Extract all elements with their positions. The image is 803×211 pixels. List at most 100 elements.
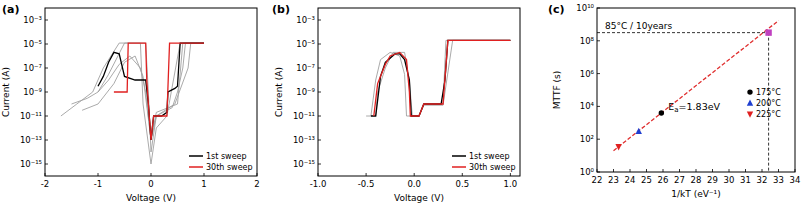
panel-label: (b) [272,3,290,16]
y-tick [597,73,600,74]
data-point [615,144,621,150]
y-tick [597,40,600,41]
y-tick-label: 10⁻⁷ [296,63,315,73]
y-tick [318,44,321,45]
y-tick-label: 10⁻¹¹ [20,111,42,121]
y-tick [597,106,600,107]
y-tick-label: 10² [580,134,594,144]
y-tick [318,164,321,165]
panel: (b)10⁻³10⁻⁵10⁻⁷10⁻⁹10⁻¹¹10⁻¹³10⁻¹⁵-1.0-0… [272,3,520,203]
x-tick [98,173,99,176]
x-tick-label: 32 [757,175,768,185]
x-tick [663,169,664,172]
legend-swatch [189,155,203,157]
x-tick-label: -2 [41,179,49,189]
y-tick [45,140,48,141]
reference-label: 85°C / 10years [605,21,673,31]
x-tick-label: 1 [201,179,206,189]
x-axis-title: 1/kT (eV⁻¹) [671,189,720,199]
y-tick [45,44,48,45]
x-tick [366,173,367,176]
x-tick [630,169,631,172]
legend-label: 30th sweep [206,163,253,172]
x-tick-label: 34 [790,175,801,185]
series-line [98,43,204,140]
panel-label: (a) [2,3,19,16]
legend-swatch [452,155,466,157]
y-tick-label: 10⁶ [580,69,595,79]
series-line [61,43,204,152]
x-tick [204,173,205,176]
fit-label: Ea=1.83eV [668,101,720,114]
x-tick [597,169,598,172]
fit-label-after: =1.83eV [679,101,721,112]
x-tick-label: 1.0 [504,179,518,189]
y-tick-label: 10⁻⁹ [296,87,315,97]
plot-area [61,43,204,164]
y-axis-title: Current (A) [1,67,11,117]
x-tick-label: -0.5 [358,179,375,189]
x-tick-label: 29 [707,175,718,185]
x-tick-label: 0.0 [407,179,421,189]
y-tick [45,116,48,117]
legend-label: 225°C [756,110,781,119]
legend-swatch [452,166,466,168]
x-tick [510,173,511,176]
series-line [376,40,511,116]
series-line [82,43,204,140]
x-tick [414,173,415,176]
x-tick [729,169,730,172]
x-tick [613,169,614,172]
x-tick-label: 22 [592,175,603,185]
x-tick-label: 0.5 [456,179,470,189]
x-tick-label: 23 [608,175,619,185]
legend-label: 1st sweep [206,152,247,161]
x-tick [45,173,46,176]
y-axis-title: Current (A) [274,67,284,117]
y-tick [318,20,321,21]
x-tick [646,169,647,172]
x-tick [745,169,746,172]
y-tick [45,164,48,165]
y-tick [45,20,48,21]
x-tick [462,173,463,176]
y-tick-label: 10⁻³ [23,15,42,25]
y-tick-label: 10⁻³ [296,15,315,25]
y-tick-label: 10⁻⁵ [23,39,42,49]
x-tick-label: 27 [674,175,685,185]
y-tick [597,8,600,9]
series-line [374,40,511,116]
plot-frame [597,8,795,172]
x-tick [795,169,796,172]
x-tick [712,169,713,172]
series-line [366,40,510,116]
x-tick-label: -1.0 [310,179,327,189]
legend: 175°C200°C225°C [747,88,781,119]
x-tick-label: -1 [94,179,102,189]
y-tick [597,172,600,173]
y-tick-label: 10⁻¹⁵ [20,159,42,169]
legend-swatch [747,89,752,94]
data-point [659,110,664,115]
y-tick-label: 10⁸ [580,36,595,46]
x-tick-label: 28 [691,175,702,185]
x-tick [762,169,763,172]
y-tick-label: 10⁻⁹ [23,87,42,97]
figure: (a)10⁻³10⁻⁵10⁻⁷10⁻⁹10⁻¹¹10⁻¹³10⁻¹⁵-2-101… [0,0,803,211]
series-line [114,43,204,140]
x-tick [318,173,319,176]
x-tick [257,173,258,176]
x-tick [151,173,152,176]
x-axis-title: Voltage (V) [394,193,444,203]
y-tick-label: 10⁻⁷ [23,63,42,73]
panel: (c)10⁰10²10⁴10⁶10⁸10¹⁰222324252627282930… [548,3,800,199]
y-tick [318,140,321,141]
y-tick [45,68,48,69]
data-point [765,29,771,35]
legend-swatch [747,99,753,105]
x-tick-label: 33 [773,175,784,185]
y-tick-label: 10⁻¹³ [293,135,315,145]
y-tick-label: 10⁻¹⁵ [293,159,315,169]
x-tick-label: 24 [625,175,636,185]
x-tick [679,169,680,172]
